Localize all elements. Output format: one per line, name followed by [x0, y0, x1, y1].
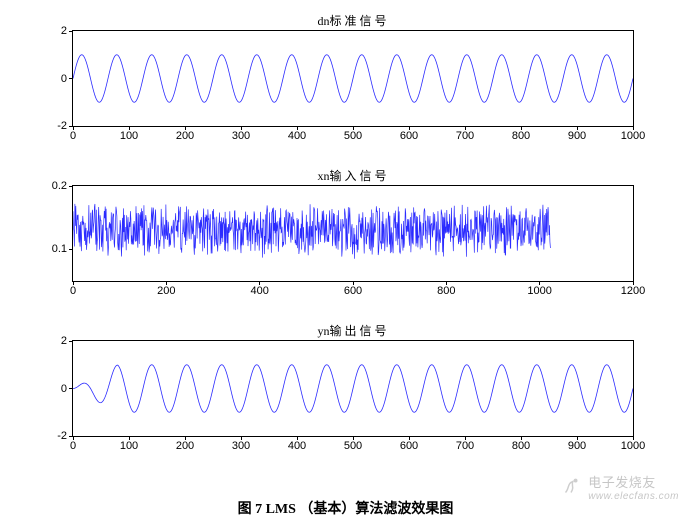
xtick-label: 700: [456, 440, 474, 452]
watermark-text: 电子发烧友: [588, 472, 679, 491]
ytick-label: 2: [61, 25, 67, 37]
plot-line-dn: [73, 31, 633, 126]
xtick-label: 200: [176, 440, 194, 452]
axes-box: 0200400600800100012000.10.2: [72, 185, 634, 282]
ytick-label: -2: [57, 430, 67, 442]
subplot-xn: xn输 入 信 号0200400600800100012000.10.2: [72, 185, 632, 280]
axes-box: 01002003004005006007008009001000-202: [72, 340, 634, 437]
subplot-title-xn: xn输 入 信 号: [72, 167, 632, 184]
xtick-label: 800: [512, 130, 530, 142]
xtick-label: 0: [70, 285, 76, 297]
ytick-label: 2: [61, 335, 67, 347]
watermark: 电子发烧友 www.elecfans.com: [560, 472, 679, 502]
ytick-label: -2: [57, 120, 67, 132]
xtick-label: 600: [400, 440, 418, 452]
xtick-label: 700: [456, 130, 474, 142]
xtick-label: 1000: [621, 440, 645, 452]
subplot-yn: yn输 出 信 号0100200300400500600700800900100…: [72, 340, 632, 435]
xtick-label: 900: [568, 440, 586, 452]
ytick-label: 0: [61, 383, 67, 395]
figure-area: dn标 准 信 号0100200300400500600700800900100…: [0, 0, 691, 470]
plot-line-xn: [73, 186, 633, 281]
watermark-url: www.elecfans.com: [588, 491, 679, 502]
watermark-logo-icon: [560, 476, 582, 498]
xtick-label: 600: [344, 285, 362, 297]
xtick-label: 400: [288, 130, 306, 142]
xtick-label: 800: [437, 285, 455, 297]
xtick-label: 500: [344, 130, 362, 142]
subplot-title-yn: yn输 出 信 号: [72, 322, 632, 339]
xtick-label: 500: [344, 440, 362, 452]
xtick-label: 1200: [621, 285, 645, 297]
xtick-label: 400: [250, 285, 268, 297]
ytick-label: 0.1: [52, 243, 67, 255]
xtick-label: 200: [157, 285, 175, 297]
xtick-label: 400: [288, 440, 306, 452]
plot-line-yn: [73, 341, 633, 436]
xtick-label: 200: [176, 130, 194, 142]
xtick-label: 100: [120, 130, 138, 142]
xtick-label: 0: [70, 440, 76, 452]
xtick-label: 1000: [527, 285, 551, 297]
xtick-label: 900: [568, 130, 586, 142]
subplot-title-dn: dn标 准 信 号: [72, 12, 632, 29]
subplot-dn: dn标 准 信 号0100200300400500600700800900100…: [72, 30, 632, 125]
xtick-label: 1000: [621, 130, 645, 142]
xtick-label: 100: [120, 440, 138, 452]
axes-box: 01002003004005006007008009001000-202: [72, 30, 634, 127]
ytick-label: 0: [61, 73, 67, 85]
xtick-label: 300: [232, 130, 250, 142]
xtick-label: 800: [512, 440, 530, 452]
xtick-label: 0: [70, 130, 76, 142]
xtick-label: 600: [400, 130, 418, 142]
xtick-label: 300: [232, 440, 250, 452]
ytick-label: 0.2: [52, 180, 67, 192]
